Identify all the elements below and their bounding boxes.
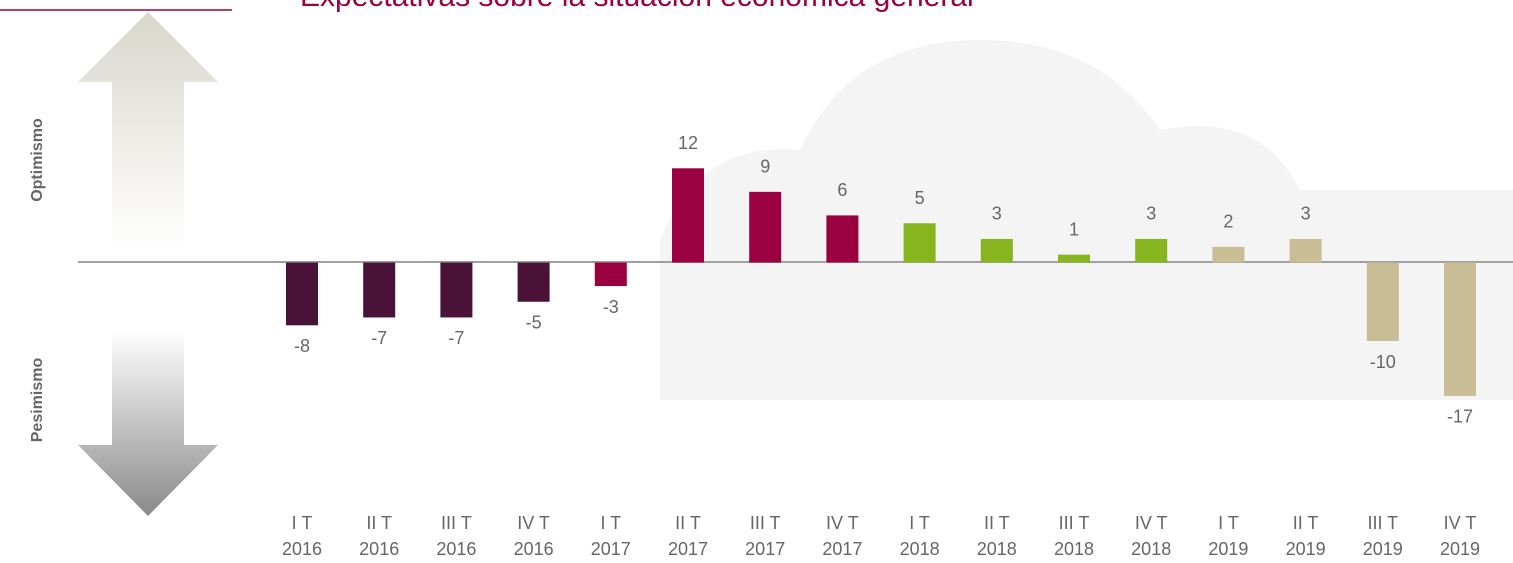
bar [440, 262, 473, 318]
x-tick-label: IV T [826, 513, 859, 533]
x-tick-label: II T [1293, 513, 1319, 533]
x-tick-label: I T [909, 513, 930, 533]
x-tick-label: IV T [1135, 513, 1168, 533]
bar [749, 191, 782, 263]
x-tick-label: 2017 [668, 539, 708, 559]
x-tick-label: 2016 [282, 539, 322, 559]
bar [1444, 262, 1476, 396]
bar [363, 262, 396, 318]
x-tick-label: 2019 [1363, 539, 1403, 559]
value-label: -10 [1370, 352, 1396, 372]
x-tick-label: II T [366, 513, 392, 533]
value-label: 5 [915, 188, 925, 208]
x-tick-label: 2016 [514, 539, 554, 559]
background-cloud [660, 40, 1513, 400]
x-tick-label: I T [600, 513, 621, 533]
x-tick-label: I T [292, 513, 313, 533]
value-label: 3 [992, 204, 1002, 224]
x-tick-label: 2019 [1440, 539, 1480, 559]
value-label: -8 [294, 336, 310, 356]
x-tick-label: III T [441, 513, 472, 533]
x-tick-label: IV T [517, 513, 550, 533]
x-tick-label: 2017 [591, 539, 631, 559]
x-tick-label: I T [1218, 513, 1239, 533]
bar [1135, 238, 1168, 263]
value-label: 2 [1223, 212, 1233, 232]
chart-title: Expectativas sobre la situación económic… [300, 0, 974, 13]
x-tick-label: 2018 [900, 539, 940, 559]
x-tick-label: 2017 [745, 539, 785, 559]
x-tick-label: III T [1059, 513, 1090, 533]
x-tick-label: 2016 [436, 539, 476, 559]
optimism-arrow [78, 12, 218, 250]
x-tick-label: III T [1367, 513, 1398, 533]
bar [1366, 262, 1399, 341]
x-tick-label: IV T [1444, 513, 1477, 533]
side-label: Pesimismo [29, 358, 46, 443]
value-label: 3 [1301, 204, 1311, 224]
bar [1212, 246, 1245, 263]
value-label: 3 [1146, 204, 1156, 224]
value-label: 9 [760, 157, 770, 177]
x-tick-label: III T [750, 513, 781, 533]
value-label: -5 [526, 313, 542, 333]
value-label: 1 [1069, 219, 1079, 239]
bar [1289, 238, 1322, 263]
x-tick-label: 2018 [1131, 539, 1171, 559]
value-label: -17 [1447, 407, 1473, 427]
x-tick-label: 2017 [822, 539, 862, 559]
bar [903, 223, 936, 263]
x-tick-label: 2019 [1208, 539, 1248, 559]
value-label: -3 [603, 297, 619, 317]
side-label: Optimismo [29, 118, 46, 202]
bar [826, 215, 859, 263]
bar [286, 262, 318, 326]
value-label: 12 [678, 133, 698, 153]
x-tick-label: 2016 [359, 539, 399, 559]
x-tick-label: II T [984, 513, 1010, 533]
x-tick-label: 2018 [977, 539, 1017, 559]
x-tick-label: 2019 [1286, 539, 1326, 559]
x-tick-label: 2018 [1054, 539, 1094, 559]
bar [980, 238, 1013, 263]
bar [594, 262, 627, 287]
value-label: -7 [448, 328, 464, 348]
value-label: -7 [371, 328, 387, 348]
x-tick-label: II T [675, 513, 701, 533]
bar [517, 262, 550, 302]
pessimism-arrow [78, 330, 218, 516]
bar [1058, 254, 1090, 263]
value-label: 6 [837, 180, 847, 200]
bar [672, 168, 704, 263]
